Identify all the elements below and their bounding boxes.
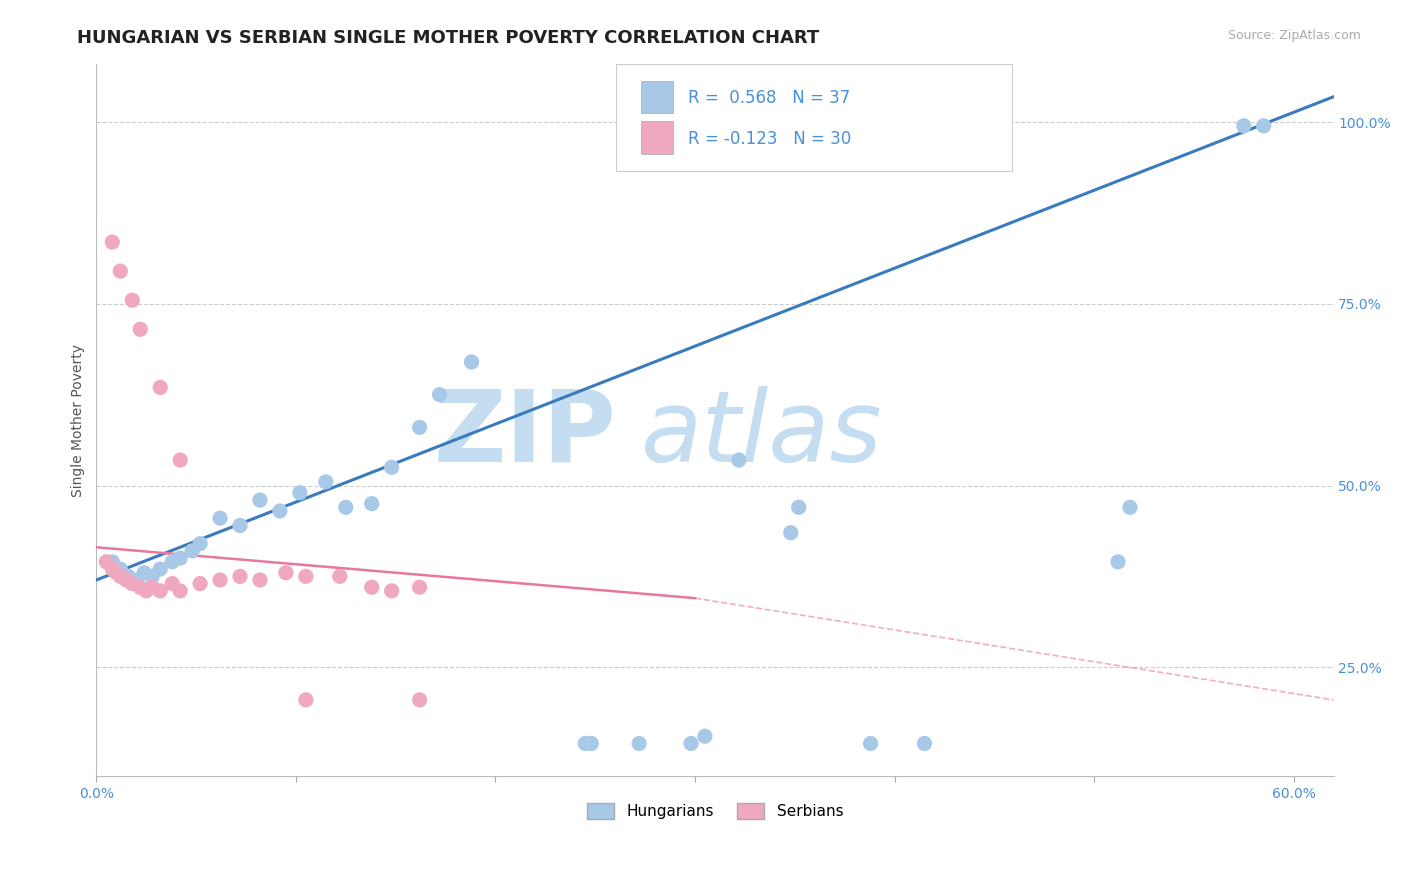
Point: [188, 576, 211, 591]
Point: [129, 580, 152, 594]
Point: [160, 555, 183, 569]
Point: [429, 387, 451, 401]
Point: [360, 497, 382, 511]
Point: [101, 562, 124, 576]
Point: [149, 380, 172, 394]
Point: [274, 566, 297, 580]
Point: [249, 573, 271, 587]
Point: [129, 322, 152, 336]
Point: [329, 569, 352, 583]
Point: [574, 736, 596, 750]
Point: [295, 693, 318, 707]
Legend: Hungarians, Serbians: Hungarians, Serbians: [581, 797, 849, 825]
Point: [209, 511, 232, 525]
Point: [295, 569, 318, 583]
Point: [229, 518, 252, 533]
Point: [169, 583, 191, 598]
Point: [315, 475, 337, 489]
Point: [181, 544, 204, 558]
Point: [115, 573, 138, 587]
Text: HUNGARIAN VS SERBIAN SINGLE MOTHER POVERTY CORRELATION CHART: HUNGARIAN VS SERBIAN SINGLE MOTHER POVER…: [77, 29, 820, 46]
Point: [121, 576, 143, 591]
Point: [188, 536, 211, 550]
Point: [169, 453, 191, 467]
Point: [110, 264, 132, 278]
Point: [209, 573, 232, 587]
Point: [249, 493, 271, 508]
Text: atlas: atlas: [641, 386, 883, 483]
FancyBboxPatch shape: [641, 80, 673, 113]
Point: [229, 569, 252, 583]
Point: [1233, 119, 1256, 133]
Point: [787, 500, 810, 515]
Point: [160, 576, 183, 591]
Point: [335, 500, 357, 515]
FancyBboxPatch shape: [641, 121, 673, 154]
Point: [288, 485, 311, 500]
Text: R =  0.568   N = 37: R = 0.568 N = 37: [688, 89, 851, 107]
Point: [381, 583, 404, 598]
Point: [1119, 500, 1142, 515]
Point: [859, 736, 882, 750]
Point: [96, 555, 118, 569]
Point: [101, 235, 124, 249]
Point: [110, 562, 132, 576]
Point: [121, 293, 143, 308]
Point: [105, 566, 128, 580]
Point: [1253, 119, 1275, 133]
Point: [134, 566, 156, 580]
Point: [779, 525, 801, 540]
Point: [460, 355, 482, 369]
Point: [141, 580, 163, 594]
Point: [101, 555, 124, 569]
Point: [408, 420, 430, 434]
FancyBboxPatch shape: [616, 64, 1012, 171]
Point: [149, 562, 172, 576]
Point: [269, 504, 291, 518]
Point: [408, 580, 430, 594]
Point: [360, 580, 382, 594]
Point: [381, 460, 404, 475]
Point: [110, 569, 132, 583]
Point: [169, 551, 191, 566]
Point: [728, 453, 751, 467]
Point: [408, 693, 430, 707]
Y-axis label: Single Mother Poverty: Single Mother Poverty: [72, 343, 86, 497]
Point: [135, 583, 157, 598]
Text: ZIP: ZIP: [433, 386, 616, 483]
Point: [1107, 555, 1129, 569]
Point: [693, 729, 716, 743]
Text: R = -0.123   N = 30: R = -0.123 N = 30: [688, 129, 851, 147]
Point: [141, 569, 163, 583]
Point: [149, 583, 172, 598]
Text: Source: ZipAtlas.com: Source: ZipAtlas.com: [1227, 29, 1361, 42]
Point: [628, 736, 651, 750]
Point: [125, 573, 148, 587]
Point: [679, 736, 702, 750]
Point: [914, 736, 936, 750]
Point: [579, 736, 602, 750]
Point: [117, 569, 139, 583]
